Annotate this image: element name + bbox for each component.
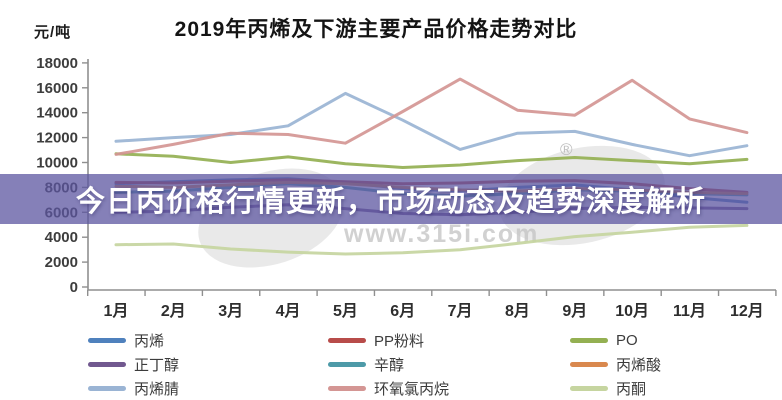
series-line-环氧氯丙烷: [114, 77, 749, 156]
legend-item-丙烯: 丙烯: [88, 328, 179, 352]
legend-label: 正丁醇: [134, 356, 180, 374]
legend-label: 辛醇: [374, 356, 405, 374]
x-axis-label: 10月: [615, 302, 649, 320]
caption-text: 今日丙价格行情更新，市场动态及趋势深度解析: [75, 186, 706, 218]
legend-item-辛醇: 辛醇: [328, 352, 449, 376]
x-axis-label: 2月: [161, 302, 186, 320]
legend-swatch: [328, 385, 366, 391]
legend-column: PP粉料辛醇环氧氯丙烷: [328, 328, 449, 400]
legend-column: PO 丙烯酸丙酮: [570, 328, 661, 400]
legend-item-PO: PO: [570, 328, 661, 352]
y-axis-label: 14000: [36, 105, 78, 122]
x-axis-label: 7月: [448, 302, 473, 320]
x-axis-label: 11月: [673, 302, 706, 320]
legend-label: 丙烯酸: [616, 356, 662, 374]
legend-item-丙烯腈: 丙烯腈: [88, 376, 179, 400]
x-axis-label: 1月: [104, 302, 129, 320]
y-axis-label: 0: [70, 279, 78, 296]
legend-label: 丙酮: [616, 380, 647, 398]
legend-label: 丙烯腈: [134, 380, 180, 398]
legend-label: PO: [616, 331, 638, 349]
legend-swatch: [570, 385, 608, 391]
legend-item-PP粉料: PP粉料: [328, 328, 449, 352]
legend-label: 丙烯: [134, 332, 165, 350]
legend-swatch: [88, 337, 126, 343]
y-axis-label: 12000: [36, 130, 78, 147]
x-axis-label: 5月: [333, 302, 358, 320]
legend-swatch: [88, 361, 126, 367]
legend-swatch: [88, 385, 126, 391]
legend-label: PP粉料: [374, 332, 425, 350]
y-axis-label: 2000: [45, 254, 78, 271]
x-axis-label: 9月: [562, 302, 587, 320]
series-line-丙酮: [114, 223, 749, 256]
x-axis-label: 6月: [390, 302, 415, 320]
y-axis-label: 4000: [45, 229, 78, 246]
chart-legend: 丙烯正丁醇丙烯腈 PP粉料辛醇环氧氯丙烷 PO 丙烯酸丙酮: [0, 328, 782, 398]
x-axis-label: 8月: [505, 302, 530, 320]
caption-banner: 今日丙价格行情更新，市场动态及趋势深度解析: [0, 174, 782, 224]
legend-item-丙烯酸: 丙烯酸: [570, 352, 661, 376]
legend-item-丙酮: 丙酮: [570, 376, 661, 400]
legend-item-环氧氯丙烷: 环氧氯丙烷: [328, 376, 449, 400]
y-axis-label: 16000: [36, 80, 78, 97]
y-axis-label: 18000: [36, 55, 78, 72]
series-line-PO: [114, 152, 749, 169]
legend-item-正丁醇: 正丁醇: [88, 352, 179, 376]
legend-label: 环氧氯丙烷: [374, 380, 450, 398]
legend-swatch: [570, 337, 608, 343]
y-axis-label: 10000: [36, 155, 78, 172]
x-axis-label: 3月: [218, 302, 243, 320]
series-line-丙烯腈: [114, 91, 749, 158]
legend-column: 丙烯 正丁醇 丙烯腈: [88, 328, 179, 400]
legend-swatch: [328, 361, 366, 367]
y-axis-unit-label: 元/吨: [34, 24, 72, 41]
legend-swatch: [570, 361, 608, 367]
chart-title: 2019年丙烯及下游主要产品价格走势对比: [174, 18, 578, 41]
x-axis-label: 12月: [730, 302, 764, 320]
legend-swatch: [328, 337, 366, 343]
registered-trademark-icon: ®: [560, 140, 573, 159]
x-axis-label: 4月: [276, 302, 301, 320]
